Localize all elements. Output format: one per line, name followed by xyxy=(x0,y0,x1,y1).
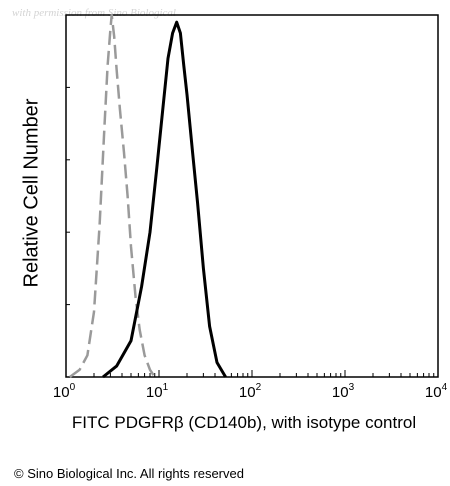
isotype-control-series-line xyxy=(69,13,156,379)
x-tick-label: 104 xyxy=(425,382,448,401)
copyright-text: © Sino Biological Inc. All rights reserv… xyxy=(14,466,244,481)
watermark: with permission from Sino Biological xyxy=(12,7,176,19)
y-axis-label: Relative Cell Number xyxy=(20,98,43,288)
x-tick-label: 101 xyxy=(146,382,169,401)
x-tick-label: 100 xyxy=(53,382,76,401)
pdgfrb-series-line xyxy=(102,20,227,379)
x-axis-label: FITC PDGFRβ (CD140b), with isotype contr… xyxy=(71,413,417,432)
plot-frame xyxy=(65,14,439,378)
x-tick-label: 102 xyxy=(239,382,262,401)
x-tick-label: 103 xyxy=(332,382,355,401)
